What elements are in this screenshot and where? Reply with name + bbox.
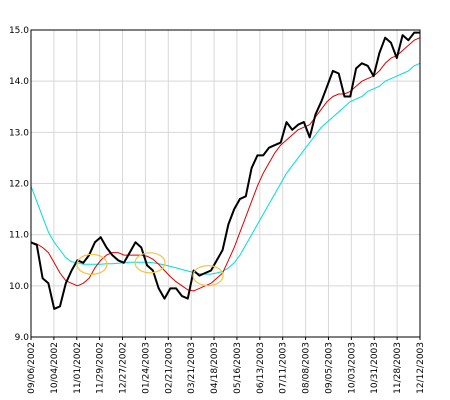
x-tick-label: 04/18/2003 bbox=[210, 342, 220, 394]
series-line-1 bbox=[30, 31, 420, 310]
x-tick-label: 09/06/2002 bbox=[27, 342, 37, 394]
gridlines bbox=[30, 29, 421, 338]
x-tick-label: 12/27/2002 bbox=[119, 342, 129, 394]
y-tick-label: 14.0 bbox=[9, 77, 29, 87]
x-tick-label: 07/11/2003 bbox=[279, 342, 289, 394]
x-tick-label: 11/28/2003 bbox=[393, 342, 403, 394]
x-tick-label: 01/24/2003 bbox=[141, 342, 151, 394]
y-tick-label: 13.0 bbox=[9, 128, 29, 138]
x-tick-label: 05/16/2003 bbox=[233, 342, 243, 394]
x-tick-label: 10/03/2003 bbox=[347, 342, 357, 394]
x-tick-label: 11/29/2002 bbox=[96, 342, 106, 394]
plot-frame bbox=[30, 29, 421, 338]
annotation-ellipses bbox=[76, 252, 224, 287]
x-tick-label: 10/04/2002 bbox=[50, 342, 60, 394]
annotation-ellipse bbox=[76, 253, 108, 275]
x-tick-label: 12/12/2003 bbox=[416, 342, 426, 394]
y-tick-labels: 9.0 10.0 11.0 12.0 13.0 14.0 15.0 bbox=[9, 26, 29, 343]
x-tick-label: 09/05/2003 bbox=[324, 342, 334, 394]
x-tick-label: 08/08/2003 bbox=[302, 342, 312, 394]
y-tick-label: 12.0 bbox=[9, 180, 29, 190]
y-tick-label: 10.0 bbox=[9, 282, 29, 292]
x-tick-label: 11/01/2002 bbox=[73, 342, 83, 394]
x-tick-label: 02/21/2003 bbox=[164, 342, 174, 394]
x-tick-label: 10/31/2003 bbox=[370, 342, 380, 394]
x-tick-labels: 09/06/2002 10/04/2002 11/01/2002 11/29/2002… bbox=[27, 337, 426, 394]
y-tick-label: 15.0 bbox=[9, 26, 29, 36]
x-tick-label: 06/13/2003 bbox=[256, 342, 266, 394]
y-tick-label: 9.0 bbox=[15, 333, 30, 343]
series-lines bbox=[30, 31, 421, 310]
series-line-2 bbox=[30, 37, 421, 292]
series-line-3 bbox=[30, 62, 421, 275]
y-tick-label: 11.0 bbox=[9, 231, 29, 241]
annotation-ellipse bbox=[134, 252, 166, 274]
annotation-ellipse bbox=[192, 265, 224, 287]
x-tick-label: 03/21/2003 bbox=[187, 342, 197, 394]
